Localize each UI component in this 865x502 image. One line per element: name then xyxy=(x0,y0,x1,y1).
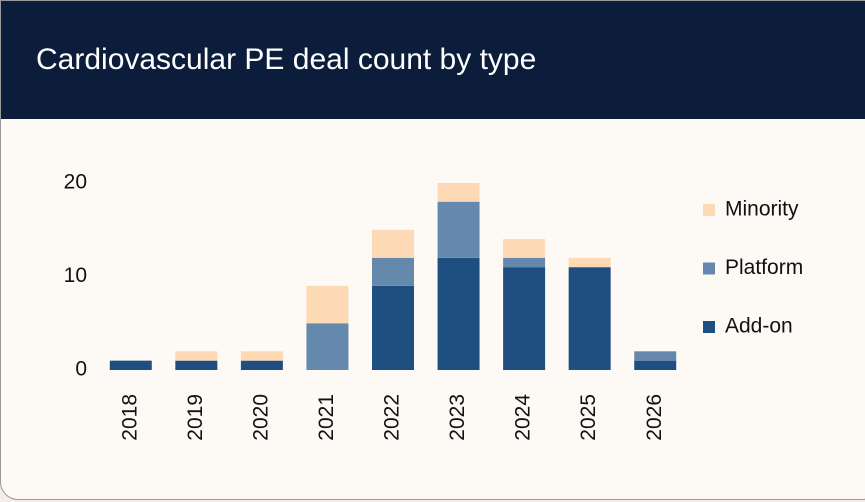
bar-segment xyxy=(568,257,611,268)
x-tick-label: 2022 xyxy=(381,394,404,441)
legend-label: Platform xyxy=(725,256,803,279)
bar-segment xyxy=(306,323,349,370)
x-tick-label: 2018 xyxy=(118,394,141,441)
x-tick-label: 2026 xyxy=(643,394,666,441)
bar-segment xyxy=(503,267,546,370)
bar-segment xyxy=(503,257,546,268)
bar-segment xyxy=(437,183,480,202)
bar-segment xyxy=(109,360,152,370)
y-tick-label: 10 xyxy=(64,264,87,287)
bar-segment xyxy=(306,285,349,324)
bar-segment xyxy=(175,351,218,361)
bar-segment xyxy=(503,239,546,258)
legend-label: Add-on xyxy=(725,315,793,338)
bar-segment xyxy=(372,285,414,370)
bar-segment xyxy=(437,257,480,370)
bar-segment xyxy=(240,360,283,370)
bar-segment xyxy=(634,351,677,361)
legend-swatch xyxy=(703,321,715,333)
bar-segment xyxy=(568,267,611,370)
legend-label: Minority xyxy=(725,198,799,221)
x-tick-label: 2020 xyxy=(249,394,272,441)
y-tick-label: 0 xyxy=(75,358,87,381)
bar-segment xyxy=(372,229,414,258)
x-tick-label: 2024 xyxy=(512,394,535,441)
bar-segment xyxy=(634,360,677,370)
bar-segment xyxy=(437,201,480,258)
x-tick-label: 2021 xyxy=(315,394,338,441)
legend-swatch xyxy=(703,204,715,216)
bar-segment xyxy=(372,257,414,286)
x-tick-label: 2025 xyxy=(577,394,600,441)
bar-segment xyxy=(175,360,218,370)
legend-swatch xyxy=(703,262,715,275)
x-tick-label: 2023 xyxy=(446,394,469,441)
header: Cardiovascular PE deal count by type xyxy=(1,1,865,119)
bar-segment xyxy=(240,351,283,361)
y-tick-label: 20 xyxy=(64,171,87,194)
chart-title: Cardiovascular PE deal count by type xyxy=(36,43,537,76)
x-tick-label: 2019 xyxy=(184,394,207,441)
